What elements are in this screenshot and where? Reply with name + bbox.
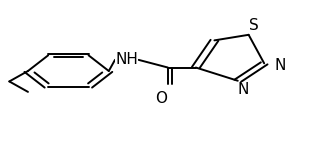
Text: O: O <box>155 91 167 106</box>
Text: N: N <box>238 82 249 97</box>
Text: NH: NH <box>115 52 138 67</box>
Text: S: S <box>249 18 259 33</box>
Text: N: N <box>274 58 285 73</box>
